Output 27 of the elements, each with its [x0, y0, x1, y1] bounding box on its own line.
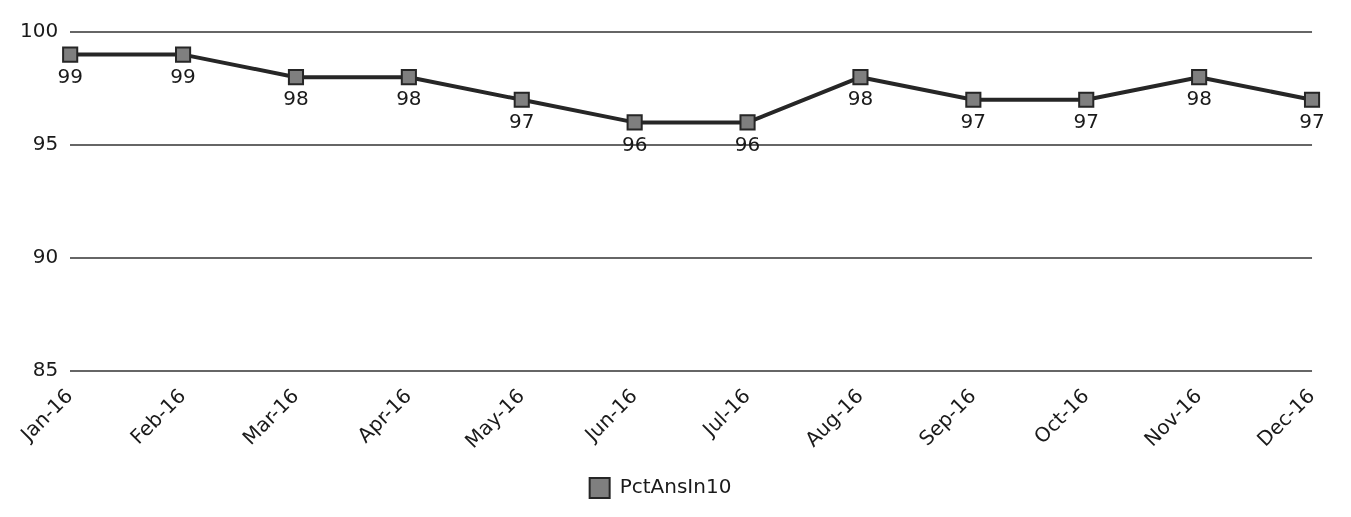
- y-tick-label: 85: [32, 357, 59, 382]
- y-tick-label: 100: [19, 18, 59, 43]
- data-label: 97: [1073, 108, 1099, 133]
- data-label: 97: [1299, 108, 1325, 133]
- data-label: 99: [57, 63, 83, 88]
- data-label: 98: [283, 86, 309, 111]
- point: [965, 91, 982, 108]
- point: [626, 114, 643, 131]
- point: [62, 46, 79, 63]
- y-tick-label: 95: [32, 131, 59, 156]
- point: [513, 91, 530, 108]
- data-label: 97: [960, 108, 987, 133]
- point: [1078, 91, 1095, 108]
- y-tick-label: 90: [32, 244, 59, 269]
- point: [400, 69, 417, 86]
- point: [287, 69, 305, 86]
- point: [1303, 91, 1321, 108]
- point: [739, 114, 756, 131]
- data-label: 98: [1186, 86, 1212, 111]
- point: [1191, 69, 1208, 86]
- data-label: 98: [847, 86, 874, 111]
- point: [175, 46, 192, 63]
- data-label: 97: [509, 108, 535, 133]
- point: [852, 69, 869, 86]
- legend-label: PctAnsIn10: [619, 474, 732, 499]
- data-label: 99: [170, 63, 196, 88]
- data-label: 98: [396, 86, 422, 111]
